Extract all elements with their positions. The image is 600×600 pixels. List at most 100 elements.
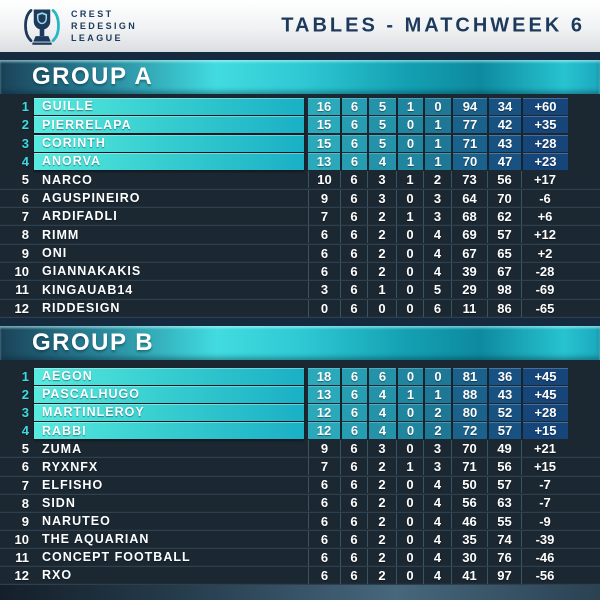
stat-points: 9 [308, 440, 340, 458]
rank-number: 11 [15, 549, 29, 565]
team-stats: 6 6 2 0 4 39 67 -28 [308, 262, 568, 280]
stat-goals-against: 74 [487, 530, 521, 548]
league-name-line1: CREST [71, 8, 114, 19]
team-stats: 6 6 2 0 4 67 65 +2 [308, 244, 568, 262]
stat-drawn: 0 [396, 281, 423, 299]
stat-goals-for: 80 [451, 404, 487, 421]
stat-goals-against: 34 [487, 98, 521, 115]
stat-points: 10 [308, 171, 340, 189]
table-row: 10 THE AQUARIAN 6 6 2 0 4 35 74 -39 [0, 530, 600, 549]
table-row: 8 SIDN 6 6 2 0 4 56 63 -7 [0, 494, 600, 513]
stat-goals-for: 30 [451, 548, 487, 566]
rank-number: 3 [21, 405, 29, 421]
stat-drawn: 0 [396, 262, 423, 280]
stat-points: 6 [308, 494, 340, 512]
stat-goal-difference: +23 [521, 152, 568, 170]
team-name-bar: KINGAUAB14 [34, 281, 304, 298]
team-name: AEGON [42, 369, 93, 384]
team-stats: 6 6 2 0 4 69 57 +12 [308, 226, 568, 244]
stat-goals-for: 68 [451, 207, 487, 225]
team-stats: 15 6 5 0 1 77 42 +35 [308, 116, 568, 134]
stat-won: 6 [367, 367, 396, 385]
stat-goals-against: 49 [487, 440, 521, 458]
stat-drawn: 0 [396, 530, 423, 548]
team-stats: 12 6 4 0 2 80 52 +28 [308, 404, 568, 421]
stat-goals-for: 77 [451, 116, 487, 134]
stat-played: 6 [340, 226, 367, 244]
team-name-bar: THE AQUARIAN [34, 531, 304, 548]
stat-lost: 5 [423, 281, 451, 299]
stat-won: 4 [367, 422, 396, 439]
team-name: KINGAUAB14 [42, 282, 134, 297]
table-row: 3 CORINTH 15 6 5 0 1 71 43 +28 [0, 134, 600, 153]
stat-lost: 1 [423, 116, 451, 134]
team-name: ARDIFADLI [42, 209, 118, 224]
stat-goals-for: 70 [451, 152, 487, 170]
stat-lost: 4 [423, 262, 451, 280]
stat-points: 6 [308, 512, 340, 530]
stat-lost: 4 [423, 566, 451, 584]
stat-goals-for: 81 [451, 367, 487, 385]
stat-goals-for: 69 [451, 226, 487, 244]
stat-goal-difference: -7 [521, 476, 568, 494]
team-name: RIMM [42, 227, 80, 242]
team-stats: 6 6 2 0 4 35 74 -39 [308, 530, 568, 548]
group-b-top-strip [0, 317, 600, 326]
stat-lost: 4 [423, 226, 451, 244]
stat-drawn: 0 [396, 226, 423, 244]
stat-goals-for: 29 [451, 281, 487, 299]
stat-goals-against: 97 [487, 566, 521, 584]
stat-goal-difference: -6 [521, 189, 568, 207]
stat-goals-against: 42 [487, 116, 521, 134]
group-title: GROUP B [32, 328, 155, 356]
rank-number: 7 [21, 477, 29, 493]
stat-won: 2 [367, 566, 396, 584]
stat-goals-for: 41 [451, 566, 487, 584]
stat-drawn: 0 [396, 494, 423, 512]
stat-won: 0 [367, 299, 396, 317]
stat-goals-for: 56 [451, 494, 487, 512]
team-name: GUILLE [42, 99, 94, 114]
group-b-section: GROUP B 1 AEGON 18 6 6 0 0 81 36 +45 2 PASCALHUGO 13… [0, 317, 600, 585]
stat-played: 6 [340, 566, 367, 584]
stat-played: 6 [340, 244, 367, 262]
stat-lost: 4 [423, 548, 451, 566]
stat-goals-for: 64 [451, 189, 487, 207]
team-name: THE AQUARIAN [42, 532, 150, 547]
team-name: RABBI [42, 423, 87, 438]
stat-goals-against: 56 [487, 458, 521, 476]
stat-played: 6 [340, 530, 367, 548]
stat-lost: 4 [423, 494, 451, 512]
stat-goal-difference: +21 [521, 440, 568, 458]
stat-points: 12 [308, 404, 340, 421]
stat-points: 6 [308, 530, 340, 548]
stat-drawn: 0 [396, 566, 423, 584]
stat-played: 6 [340, 262, 367, 280]
stat-points: 13 [308, 386, 340, 403]
page-title: TABLES - MATCHWEEK 6 [281, 14, 585, 37]
table-row: 3 MARTINLEROY 12 6 4 0 2 80 52 +28 [0, 404, 600, 422]
stat-goals-for: 94 [451, 98, 487, 115]
stat-goals-against: 57 [487, 476, 521, 494]
stat-goals-against: 86 [487, 299, 521, 317]
stat-points: 6 [308, 548, 340, 566]
stat-drawn: 0 [396, 404, 423, 421]
stat-played: 6 [340, 134, 367, 152]
rank-number: 2 [21, 117, 29, 133]
table-row: 4 RABBI 12 6 4 0 2 72 57 +15 [0, 422, 600, 440]
stat-goals-for: 11 [451, 299, 487, 317]
stat-points: 6 [308, 226, 340, 244]
team-name: SIDN [42, 495, 76, 510]
team-name-bar: ARDIFADLI [34, 208, 304, 225]
stat-goal-difference: +12 [521, 226, 568, 244]
stat-goals-against: 70 [487, 189, 521, 207]
rank-number: 1 [21, 99, 29, 114]
page-header: CREST REDESIGN LEAGUE TABLES - MATCHWEEK… [0, 0, 600, 52]
team-name: MARTINLEROY [42, 405, 145, 420]
stat-played: 6 [340, 152, 367, 170]
footer-strip [0, 585, 600, 600]
table-row: 10 GIANNAKAKIS 6 6 2 0 4 39 67 -28 [0, 262, 600, 281]
stat-goals-against: 43 [487, 134, 521, 152]
table-row: 9 NARUTEO 6 6 2 0 4 46 55 -9 [0, 512, 600, 531]
team-name-bar: RYXNFX [34, 458, 304, 475]
